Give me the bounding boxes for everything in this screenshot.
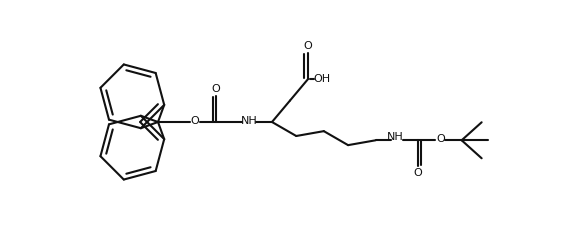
Text: NH: NH (387, 132, 404, 142)
Text: O: O (212, 84, 220, 94)
Text: O: O (413, 168, 422, 178)
Text: OH: OH (313, 74, 331, 84)
Text: O: O (191, 116, 199, 126)
Text: O: O (304, 41, 312, 51)
Text: NH: NH (241, 116, 257, 126)
Text: O: O (436, 134, 445, 144)
